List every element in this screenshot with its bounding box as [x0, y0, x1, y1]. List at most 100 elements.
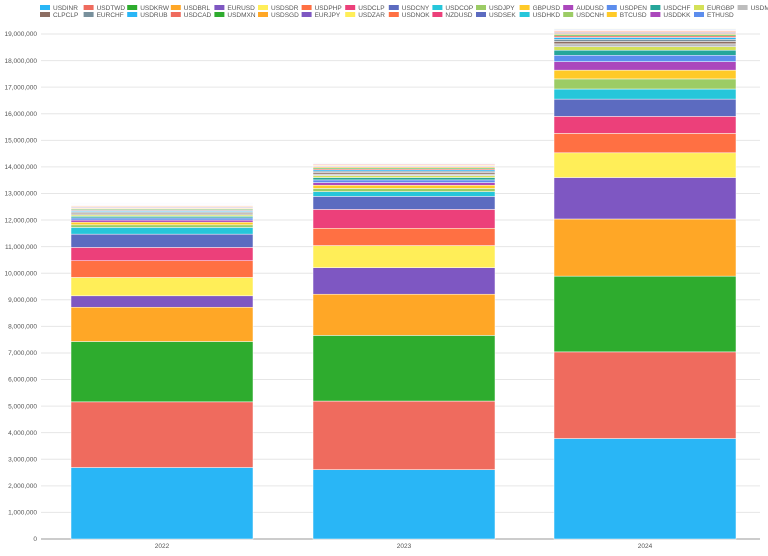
bar-segment-usdsdr-2024[interactable] — [553, 152, 737, 178]
bar-segment-usdchf-2024[interactable] — [553, 49, 737, 56]
legend-swatch — [258, 12, 268, 17]
bar-segment-usdrub-2024[interactable] — [553, 37, 737, 40]
bar-segment-usdtwd-2022[interactable] — [70, 401, 254, 468]
bar-segment-usdclp-2024[interactable] — [553, 116, 737, 134]
legend-item-usdsdr[interactable]: USDSDR — [258, 5, 299, 12]
bar-segment-clpclp-2024[interactable] — [553, 41, 737, 45]
legend-item-usdsek[interactable]: USDSEK — [476, 12, 516, 19]
legend-item-usdphp[interactable]: USDPHP — [301, 5, 342, 12]
y-tick-label: 13,000,000 — [4, 191, 37, 198]
bar-segment-eurchf-2024[interactable] — [553, 39, 737, 42]
bar-segment-eurusd-2023[interactable] — [312, 267, 496, 295]
bar-segment-audusd-2023[interactable] — [312, 182, 496, 186]
bar-segment-gbpusd-2024[interactable] — [553, 69, 737, 80]
legend-item-usdkrw[interactable]: USDKRW — [127, 5, 170, 12]
bar-segment-eurusd-2022[interactable] — [70, 295, 254, 308]
legend-label: AUDUSD — [576, 5, 604, 12]
legend[interactable]: USDINR USDTWD USDKRW USDBRL EURUSD USDSDR USDP… — [40, 5, 768, 19]
legend-item-usdcny[interactable]: USDCNY — [388, 5, 430, 12]
bar-segment-usdinr-2024[interactable] — [553, 438, 737, 540]
bar-segment-usdkrw-2023[interactable] — [312, 335, 496, 402]
legend-label: USDPEN — [620, 5, 647, 12]
bar-segment-usdmyr-2024[interactable] — [553, 43, 737, 48]
legend-item-usdtwd[interactable]: USDTWD — [83, 5, 126, 12]
legend-item-eurgbp[interactable]: EURGBP — [694, 5, 734, 12]
bar-segment-usdjpy-2023[interactable] — [312, 188, 496, 192]
legend-swatch — [606, 12, 617, 17]
legend-item-usdmyr[interactable]: USDMYR — [737, 5, 768, 12]
legend-item-usdbrl[interactable]: USDBRL — [170, 5, 211, 12]
legend-label: USDBRL — [184, 5, 211, 12]
bar-segment-usdbrl-2023[interactable] — [312, 293, 496, 336]
bar-segment-usdcny-2024[interactable] — [553, 98, 737, 117]
bar-segment-usdpen-2022[interactable] — [70, 217, 254, 221]
legend-item-usdzar[interactable]: USDZAR — [345, 12, 385, 19]
legend-item-usdnok[interactable]: USDNOK — [388, 12, 430, 19]
bar-segment-usdinr-2022[interactable] — [70, 467, 254, 540]
legend-item-usdchf[interactable]: USDCHF — [650, 5, 691, 12]
bar-segment-usdphp-2022[interactable] — [70, 260, 254, 278]
bar-segment-gbpusd-2022[interactable] — [70, 221, 254, 226]
legend-item-usdcad[interactable]: USDCAD — [170, 12, 212, 19]
bar-segment-usdcop-2022[interactable] — [70, 227, 254, 235]
bar-segment-usdpen-2023[interactable] — [312, 179, 496, 183]
bar-segment-usdsdr-2022[interactable] — [70, 277, 254, 297]
bar-segment-usdjpy-2024[interactable] — [553, 78, 737, 90]
bar-segment-usdclp-2023[interactable] — [312, 209, 496, 229]
legend-item-eurjpy[interactable]: EURJPY — [301, 12, 341, 19]
bar-segment-usdcny-2023[interactable] — [312, 196, 496, 210]
bar-stack-2022[interactable] — [70, 202, 254, 540]
bar-segment-usdcop-2024[interactable] — [553, 88, 737, 100]
bar-segment-eurgbp-2024[interactable] — [553, 46, 737, 51]
legend-item-nzdusd[interactable]: NZDUSD — [432, 12, 473, 19]
legend-item-clpclp[interactable]: CLPCLP — [40, 12, 78, 19]
legend-item-usdmxn[interactable]: USDMXN — [214, 12, 256, 19]
bar-segment-usdtwd-2024[interactable] — [553, 351, 737, 439]
legend-item-usddkk[interactable]: USDDKK — [650, 12, 691, 19]
legend-item-usdcnh[interactable]: USDCNH — [563, 12, 604, 19]
bar-segment-usdtwd-2023[interactable] — [312, 400, 496, 470]
legend-item-usdsgd[interactable]: USDSGD — [258, 12, 299, 19]
legend-label: USDTWD — [97, 5, 126, 12]
legend-item-usdhkd[interactable]: USDHKD — [519, 12, 561, 19]
bar-stack-2024[interactable] — [553, 26, 737, 540]
legend-item-btcusd[interactable]: BTCUSD — [606, 12, 647, 19]
legend-label: USDHKD — [533, 12, 561, 19]
bar-segment-usdphp-2024[interactable] — [553, 133, 737, 154]
bar-segment-usdinr-2023[interactable] — [312, 469, 496, 540]
bar-segment-usdjpy-2022[interactable] — [70, 224, 254, 228]
legend-item-usdrub[interactable]: USDRUB — [127, 12, 168, 19]
bar-segment-usdphp-2023[interactable] — [312, 228, 496, 246]
bar-segment-usdpen-2024[interactable] — [553, 55, 737, 62]
bar-segment-usdcny-2022[interactable] — [70, 233, 254, 248]
legend-item-usdclp[interactable]: USDCLP — [345, 5, 385, 12]
bar-segment-eurusd-2024[interactable] — [553, 177, 737, 220]
bar-segment-usdbrl-2024[interactable] — [553, 218, 737, 277]
bar-segment-usdkrw-2024[interactable] — [553, 275, 737, 353]
bar-segment-usdcop-2023[interactable] — [312, 191, 496, 197]
bar-segment-usdbrl-2022[interactable] — [70, 306, 254, 342]
legend-label: GBPUSD — [533, 5, 561, 12]
bar-stack-2023[interactable] — [312, 160, 496, 540]
legend-swatch — [388, 5, 399, 10]
legend-swatch — [737, 5, 748, 10]
bar-segment-audusd-2022[interactable] — [70, 219, 254, 223]
legend-item-audusd[interactable]: AUDUSD — [563, 5, 604, 12]
legend-item-ethusd[interactable]: ETHUSD — [694, 12, 734, 19]
bar-segment-usdsdr-2023[interactable] — [312, 245, 496, 268]
legend-label: USDRUB — [140, 12, 167, 19]
legend-item-usdcop[interactable]: USDCOP — [432, 5, 473, 12]
legend-item-eurusd[interactable]: EURUSD — [214, 5, 255, 12]
bar-segment-gbpusd-2023[interactable] — [312, 184, 496, 189]
legend-item-usdinr[interactable]: USDINR — [40, 5, 78, 12]
bar-segment-usdchf-2023[interactable] — [312, 177, 496, 181]
bar-segment-usdkrw-2022[interactable] — [70, 341, 254, 403]
legend-item-usdpen[interactable]: USDPEN — [606, 5, 647, 12]
bar-segment-usdclp-2022[interactable] — [70, 247, 254, 261]
legend-item-usdjpy[interactable]: USDJPY — [476, 5, 515, 12]
bar-segment-audusd-2024[interactable] — [553, 61, 737, 71]
y-axis: 0 1,000,000 2,000,000 3,000,000 4,000,000 5,0… — [4, 31, 37, 543]
legend-item-eurchf[interactable]: EURCHF — [83, 12, 124, 19]
legend-item-gbpusd[interactable]: GBPUSD — [519, 5, 561, 12]
bar-segment-eurgbp-2023[interactable] — [312, 175, 496, 178]
